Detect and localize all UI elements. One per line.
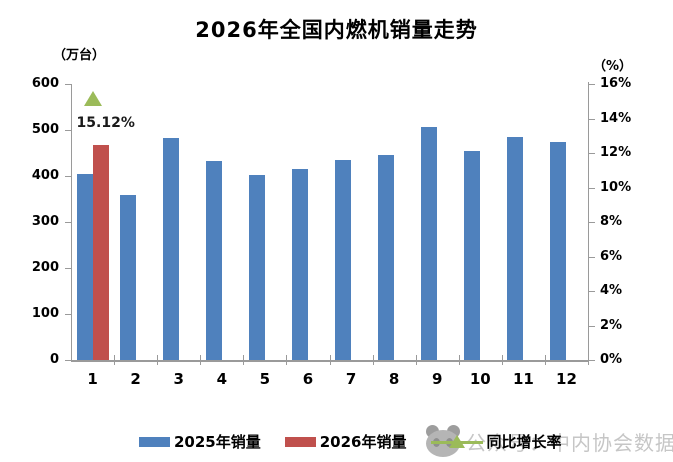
left-axis-tick-mark [65, 84, 71, 85]
legend-label-2026: 2026年销量 [319, 433, 407, 451]
left-axis-unit-label: （万台） [53, 48, 106, 63]
x-axis-tick-label: 5 [259, 370, 271, 388]
legend-item-growth-rate: 同比增长率 [430, 431, 562, 452]
bar-2026-month-1 [92, 144, 109, 360]
x-axis-tick-label: 10 [469, 370, 491, 388]
x-axis-tick-mark [286, 355, 288, 365]
bar-2025-month-4 [205, 160, 222, 360]
right-axis-tick-mark [589, 256, 595, 258]
legend-swatch-2026-icon [284, 436, 316, 447]
left-axis-tick-mark [65, 314, 71, 315]
right-axis-tick-label: 12% [600, 145, 632, 160]
left-axis-tick-label: 300 [31, 214, 59, 229]
bar-2025-month-5 [248, 174, 265, 360]
right-axis-tick-mark [589, 84, 595, 85]
left-axis-tick-label: 400 [31, 168, 59, 183]
watermark-text: 公众号：中内协会数据 [466, 431, 673, 455]
x-axis-tick-mark [200, 355, 202, 365]
left-axis-tick-label: 200 [31, 260, 59, 275]
x-axis-tick-mark [372, 355, 374, 365]
left-axis-tick-mark [65, 176, 71, 177]
bar-2025-month-9 [421, 126, 438, 360]
x-axis-tick-mark [114, 355, 116, 365]
left-axis-tick-label: 500 [31, 122, 59, 137]
right-axis-tick-mark [589, 187, 595, 189]
right-axis-tick-label: 10% [600, 179, 632, 195]
chart-legend: 2025年销量 2026年销量 同比增长率 [139, 431, 562, 452]
right-axis-tick-mark [589, 222, 595, 223]
x-axis-tick-label: 3 [173, 370, 184, 388]
bar-2025-month-1 [76, 173, 93, 360]
bar-2025-month-11 [507, 136, 524, 360]
right-axis-tick-mark [589, 360, 595, 361]
right-axis-tick-label: 2% [600, 317, 623, 333]
right-axis-tick-mark [589, 153, 595, 154]
chart-title: 2026年全国内燃机销量走势 [195, 18, 478, 42]
legend-item-2026-sales: 2026年销量 [284, 431, 407, 452]
right-axis-tick-mark [589, 118, 595, 120]
bar-2025-month-12 [550, 141, 567, 360]
bar-2025-month-10 [464, 151, 481, 360]
x-axis-tick-mark [329, 355, 331, 365]
legend-growth-marker-icon [430, 434, 483, 449]
x-axis-tick-label: 8 [388, 370, 400, 388]
x-axis-tick-label: 9 [431, 370, 443, 388]
right-axis-tick-label: 16% [600, 76, 632, 91]
right-axis-tick-label: 14% [600, 110, 632, 126]
x-axis-tick-label: 4 [216, 370, 227, 388]
right-axis-tick-label: 8% [600, 214, 623, 229]
x-axis-tick-mark [458, 355, 460, 365]
bar-2025-month-2 [119, 195, 136, 360]
x-axis-tick-mark [544, 355, 546, 365]
bar-2025-month-8 [378, 155, 395, 360]
left-axis-line [71, 84, 72, 360]
right-axis-tick-label: 4% [600, 283, 623, 298]
growth-rate-data-label: 15.12% [76, 115, 135, 132]
x-axis-tick-label: 6 [302, 370, 314, 388]
bar-2025-month-6 [291, 168, 308, 360]
legend-label-2025: 2025年销量 [174, 433, 261, 451]
x-axis-tick-mark [588, 355, 589, 365]
right-axis-tick-mark [589, 325, 595, 327]
left-axis-tick-label: 100 [31, 306, 59, 321]
x-axis-tick-label: 12 [556, 370, 577, 388]
right-axis-tick-label: 0% [600, 352, 623, 367]
left-axis-tick-label: 600 [31, 76, 59, 91]
x-axis-tick-label: 2 [130, 370, 141, 388]
right-axis-unit-label: （%） [593, 59, 633, 74]
left-axis-tick-label: 0 [49, 352, 59, 367]
x-axis-tick-label: 7 [345, 370, 357, 388]
bar-2025-month-3 [162, 137, 179, 360]
growth-rate-marker-month-1 [83, 91, 102, 107]
left-axis-tick-mark [65, 130, 71, 131]
bar-2025-month-7 [335, 159, 352, 360]
x-axis-tick-mark [157, 355, 159, 365]
legend-item-2025-sales: 2025年销量 [139, 431, 261, 452]
x-axis-tick-label: 11 [512, 370, 534, 388]
left-axis-tick-mark [65, 360, 71, 361]
x-axis-tick-label: 1 [87, 370, 98, 388]
x-axis-tick-mark [243, 355, 245, 365]
right-axis-tick-mark [589, 291, 595, 292]
right-axis-line [588, 82, 589, 360]
legend-label-growth: 同比增长率 [486, 433, 562, 451]
right-axis-tick-label: 6% [600, 248, 623, 264]
left-axis-tick-mark [65, 222, 71, 223]
x-axis-tick-mark [501, 355, 503, 365]
left-axis-tick-mark [65, 268, 71, 269]
legend-swatch-2025-icon [139, 436, 170, 447]
x-axis-tick-mark [415, 355, 417, 365]
